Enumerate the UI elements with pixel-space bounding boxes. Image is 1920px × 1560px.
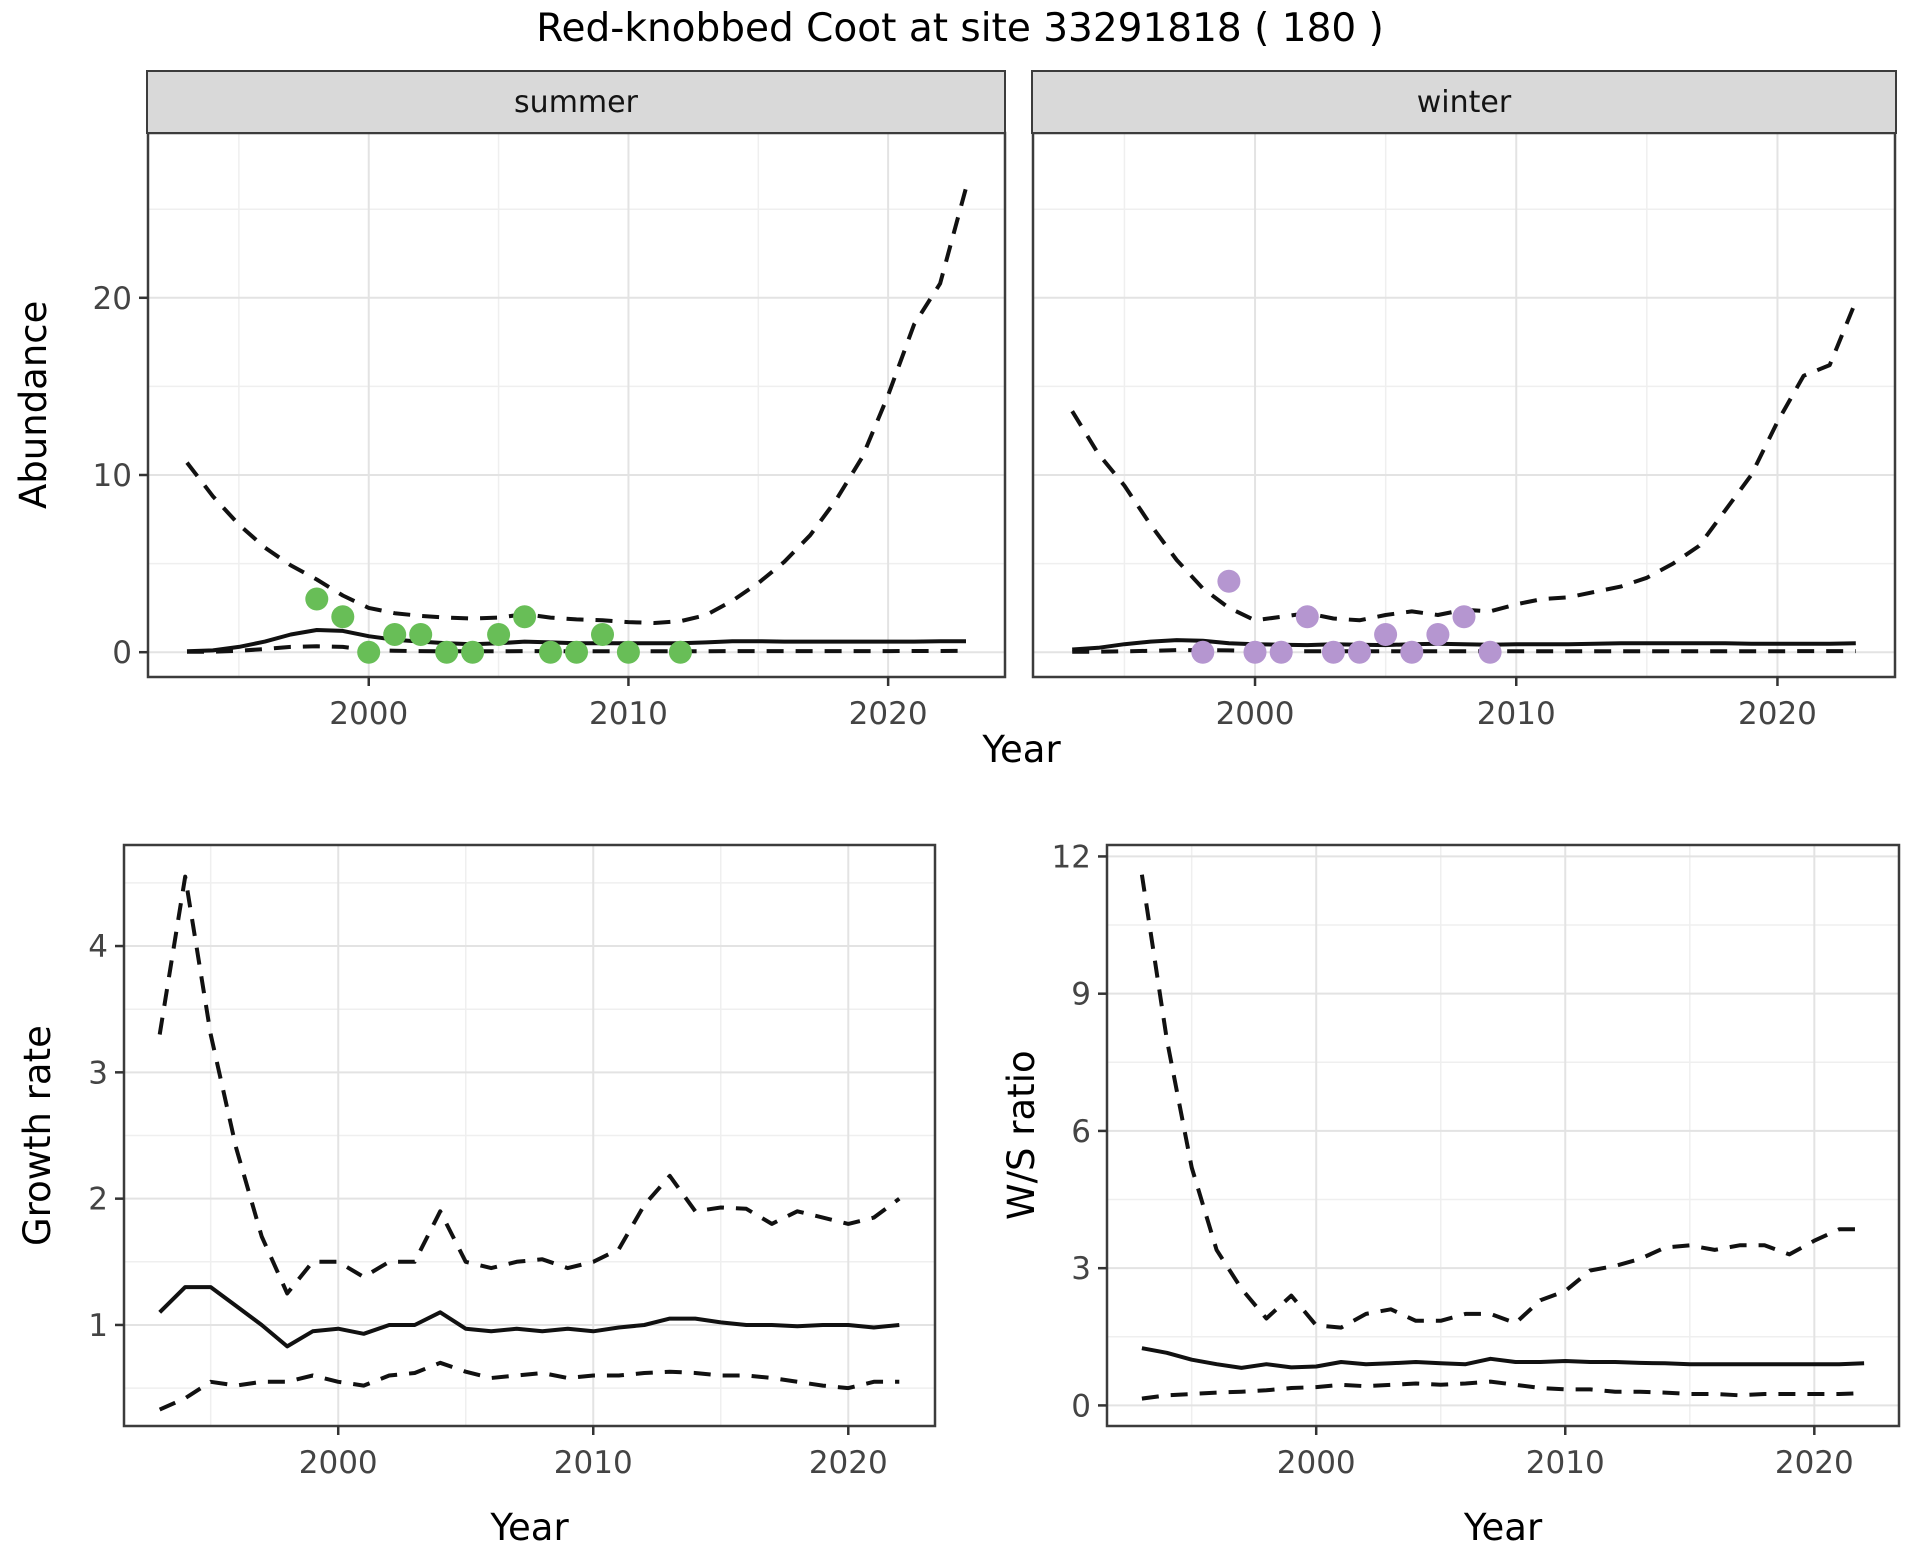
- x-tick-label: 2020: [1775, 1445, 1854, 1481]
- x-tick-label: 2010: [589, 696, 668, 732]
- year-axis-title-top: Year: [982, 728, 1061, 771]
- growth-rate-median-line: [158, 1285, 900, 1349]
- y-tick-label: 4: [88, 929, 108, 965]
- x-tick-label: 2000: [299, 1445, 378, 1481]
- y-tick-label: 9: [1071, 977, 1091, 1013]
- facet-strip-summer: summer: [146, 70, 1006, 134]
- observation-point: [1400, 640, 1424, 664]
- observation-point: [409, 623, 433, 646]
- y-tick-label: 1: [88, 1308, 108, 1344]
- observation-point: [1217, 569, 1241, 593]
- growth-rate-lower-ci-line: [158, 1360, 900, 1412]
- observation-point: [1374, 623, 1398, 646]
- panel-growth-rate: 2000 2010 2020 1 2 3 4: [88, 843, 937, 1481]
- observation-point: [1452, 605, 1476, 629]
- observation-point: [1191, 640, 1215, 664]
- ws-ratio-axis-title: W/S ratio: [1000, 1050, 1043, 1221]
- summer-observations: [305, 587, 692, 664]
- growth-rate-axis-title: Growth rate: [16, 1025, 59, 1246]
- growth-rate-upper-ci-line: [157, 874, 901, 1296]
- page-title: Red-knobbed Coot at site 33291818 ( 180 …: [536, 6, 1384, 51]
- y-tick-label: 10: [93, 458, 132, 494]
- abundance-summer-upper-ci-line: [185, 187, 968, 625]
- year-axis-title-ws: Year: [1463, 1506, 1543, 1549]
- series-ws-ratio: [1139, 874, 1865, 1401]
- observation-point: [383, 623, 407, 646]
- panel-abundance-winter: 2000 2010 2020: [1031, 131, 1897, 732]
- observation-point: [1348, 640, 1371, 664]
- observation-point: [1295, 605, 1319, 629]
- observation-point: [435, 640, 459, 664]
- observation-point: [305, 587, 329, 611]
- y-tick-label: 20: [93, 281, 132, 317]
- series-growth-rate: [157, 874, 901, 1412]
- ws-ratio-upper-ci-line: [1139, 874, 1865, 1330]
- observation-point: [513, 605, 537, 629]
- observation-point: [1269, 640, 1293, 664]
- abundance-axis-title: Abundance: [12, 300, 55, 510]
- y-tick-label: 12: [1052, 839, 1091, 875]
- observation-point: [668, 640, 692, 664]
- ws-ratio-lower-ci-line: [1141, 1379, 1865, 1401]
- observation-point: [461, 640, 485, 664]
- facet-strip-winter: winter: [1031, 70, 1897, 134]
- observation-point: [565, 640, 588, 664]
- x-tick-label: 2010: [554, 1445, 633, 1481]
- observation-point: [539, 640, 562, 664]
- observation-point: [357, 640, 381, 664]
- y-tick-label: 3: [1071, 1251, 1091, 1287]
- x-tick-label: 2020: [809, 1445, 888, 1481]
- ws-ratio-median-line: [1141, 1346, 1865, 1370]
- x-tick-label: 2000: [1277, 1445, 1356, 1481]
- observation-point: [1321, 640, 1345, 664]
- y-tick-label: 0: [112, 635, 132, 671]
- observation-point: [487, 623, 511, 646]
- observation-point: [1426, 623, 1450, 646]
- observation-point: [1243, 640, 1267, 664]
- x-tick-label: 2000: [1216, 696, 1295, 732]
- observation-point: [1478, 640, 1502, 664]
- y-tick-label: 0: [1071, 1388, 1091, 1424]
- year-axis-title-growth: Year: [490, 1506, 569, 1549]
- y-tick-label: 2: [88, 1182, 108, 1218]
- observation-point: [591, 623, 614, 646]
- panel-ws-ratio: 2000 2010 2020 0 3 6 9 12: [1052, 839, 1901, 1481]
- facet-strip-summer-label: summer: [514, 84, 638, 120]
- observation-point: [331, 605, 355, 629]
- x-tick-label: 2020: [1738, 696, 1817, 732]
- panel-abundance-summer: 2000 2010 2020 0 10 20: [93, 131, 1007, 732]
- observation-point: [616, 640, 640, 664]
- x-tick-label: 2000: [329, 696, 408, 732]
- facet-strip-winter-label: winter: [1416, 84, 1512, 120]
- y-tick-label: 6: [1071, 1114, 1091, 1150]
- winter-observations: [1191, 569, 1502, 664]
- x-tick-label: 2020: [849, 696, 928, 732]
- x-tick-label: 2010: [1477, 696, 1556, 732]
- x-tick-label: 2010: [1526, 1445, 1605, 1481]
- y-tick-label: 3: [88, 1055, 108, 1091]
